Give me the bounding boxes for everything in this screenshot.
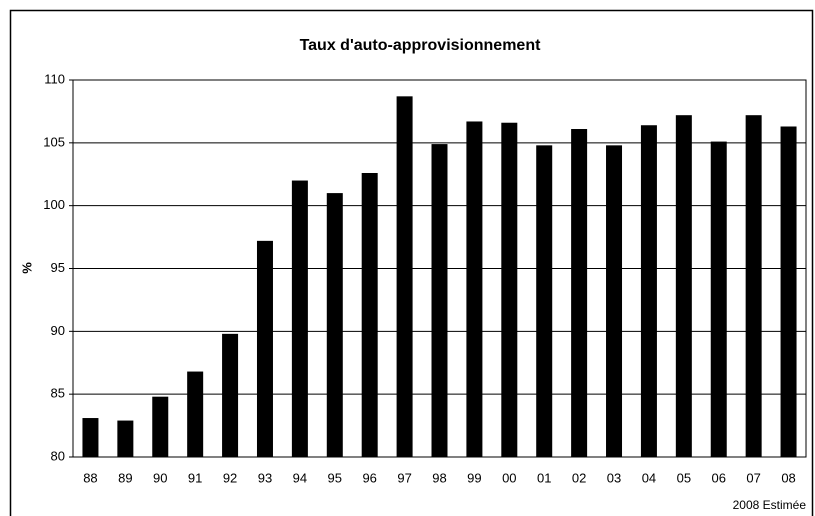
bar: [431, 144, 448, 457]
y-tick-label: 110: [44, 71, 65, 86]
x-tick-label: 04: [642, 470, 656, 485]
y-tick-label: 80: [51, 448, 65, 463]
bar: [571, 129, 588, 457]
chart-title: Taux d'auto-approvisionnement: [300, 37, 542, 54]
y-tick-label: 85: [51, 386, 65, 401]
bar: [117, 420, 134, 457]
y-tick-label: 105: [43, 134, 65, 149]
bar: [222, 333, 239, 457]
x-tick-label: 92: [223, 470, 237, 485]
annotation: 2008 Estimée: [733, 498, 807, 512]
y-axis-label: %: [19, 262, 34, 274]
x-tick-label: 96: [362, 470, 376, 485]
bar: [187, 371, 204, 457]
x-tick-label: 03: [607, 470, 621, 485]
x-tick-label: 90: [153, 470, 167, 485]
bar: [396, 96, 413, 457]
x-tick-label: 07: [746, 470, 760, 485]
x-tick-label: 02: [572, 470, 586, 485]
bar: [466, 121, 483, 457]
x-tick-label: 01: [537, 470, 551, 485]
x-tick-label: 89: [118, 470, 132, 485]
bar: [361, 172, 378, 457]
bar: [326, 193, 343, 457]
bar: [256, 240, 273, 457]
bar: [82, 418, 99, 457]
x-tick-label: 08: [781, 470, 795, 485]
bar: [710, 141, 727, 457]
x-tick-label: 94: [293, 470, 307, 485]
x-tick-label: 00: [502, 470, 516, 485]
x-tick-label: 06: [712, 470, 726, 485]
bar: [606, 145, 623, 457]
bar: [536, 145, 553, 457]
x-tick-label: 91: [188, 470, 202, 485]
x-tick-label: 93: [258, 470, 272, 485]
x-tick-label: 97: [397, 470, 411, 485]
bar: [745, 115, 762, 457]
y-tick-label: 100: [43, 197, 65, 212]
bar: [501, 122, 518, 457]
bar: [780, 126, 797, 457]
x-tick-label: 99: [467, 470, 481, 485]
x-tick-label: 88: [83, 470, 97, 485]
frame: [9, 9, 814, 516]
bar: [291, 180, 308, 458]
y-tick-label: 90: [51, 323, 65, 338]
bar: [152, 396, 169, 457]
x-tick-label: 95: [328, 470, 342, 485]
x-tick-label: 98: [432, 470, 446, 485]
x-tick-label: 05: [677, 470, 691, 485]
bar: [640, 125, 657, 458]
y-tick-label: 95: [51, 260, 65, 275]
bar: [675, 115, 692, 457]
